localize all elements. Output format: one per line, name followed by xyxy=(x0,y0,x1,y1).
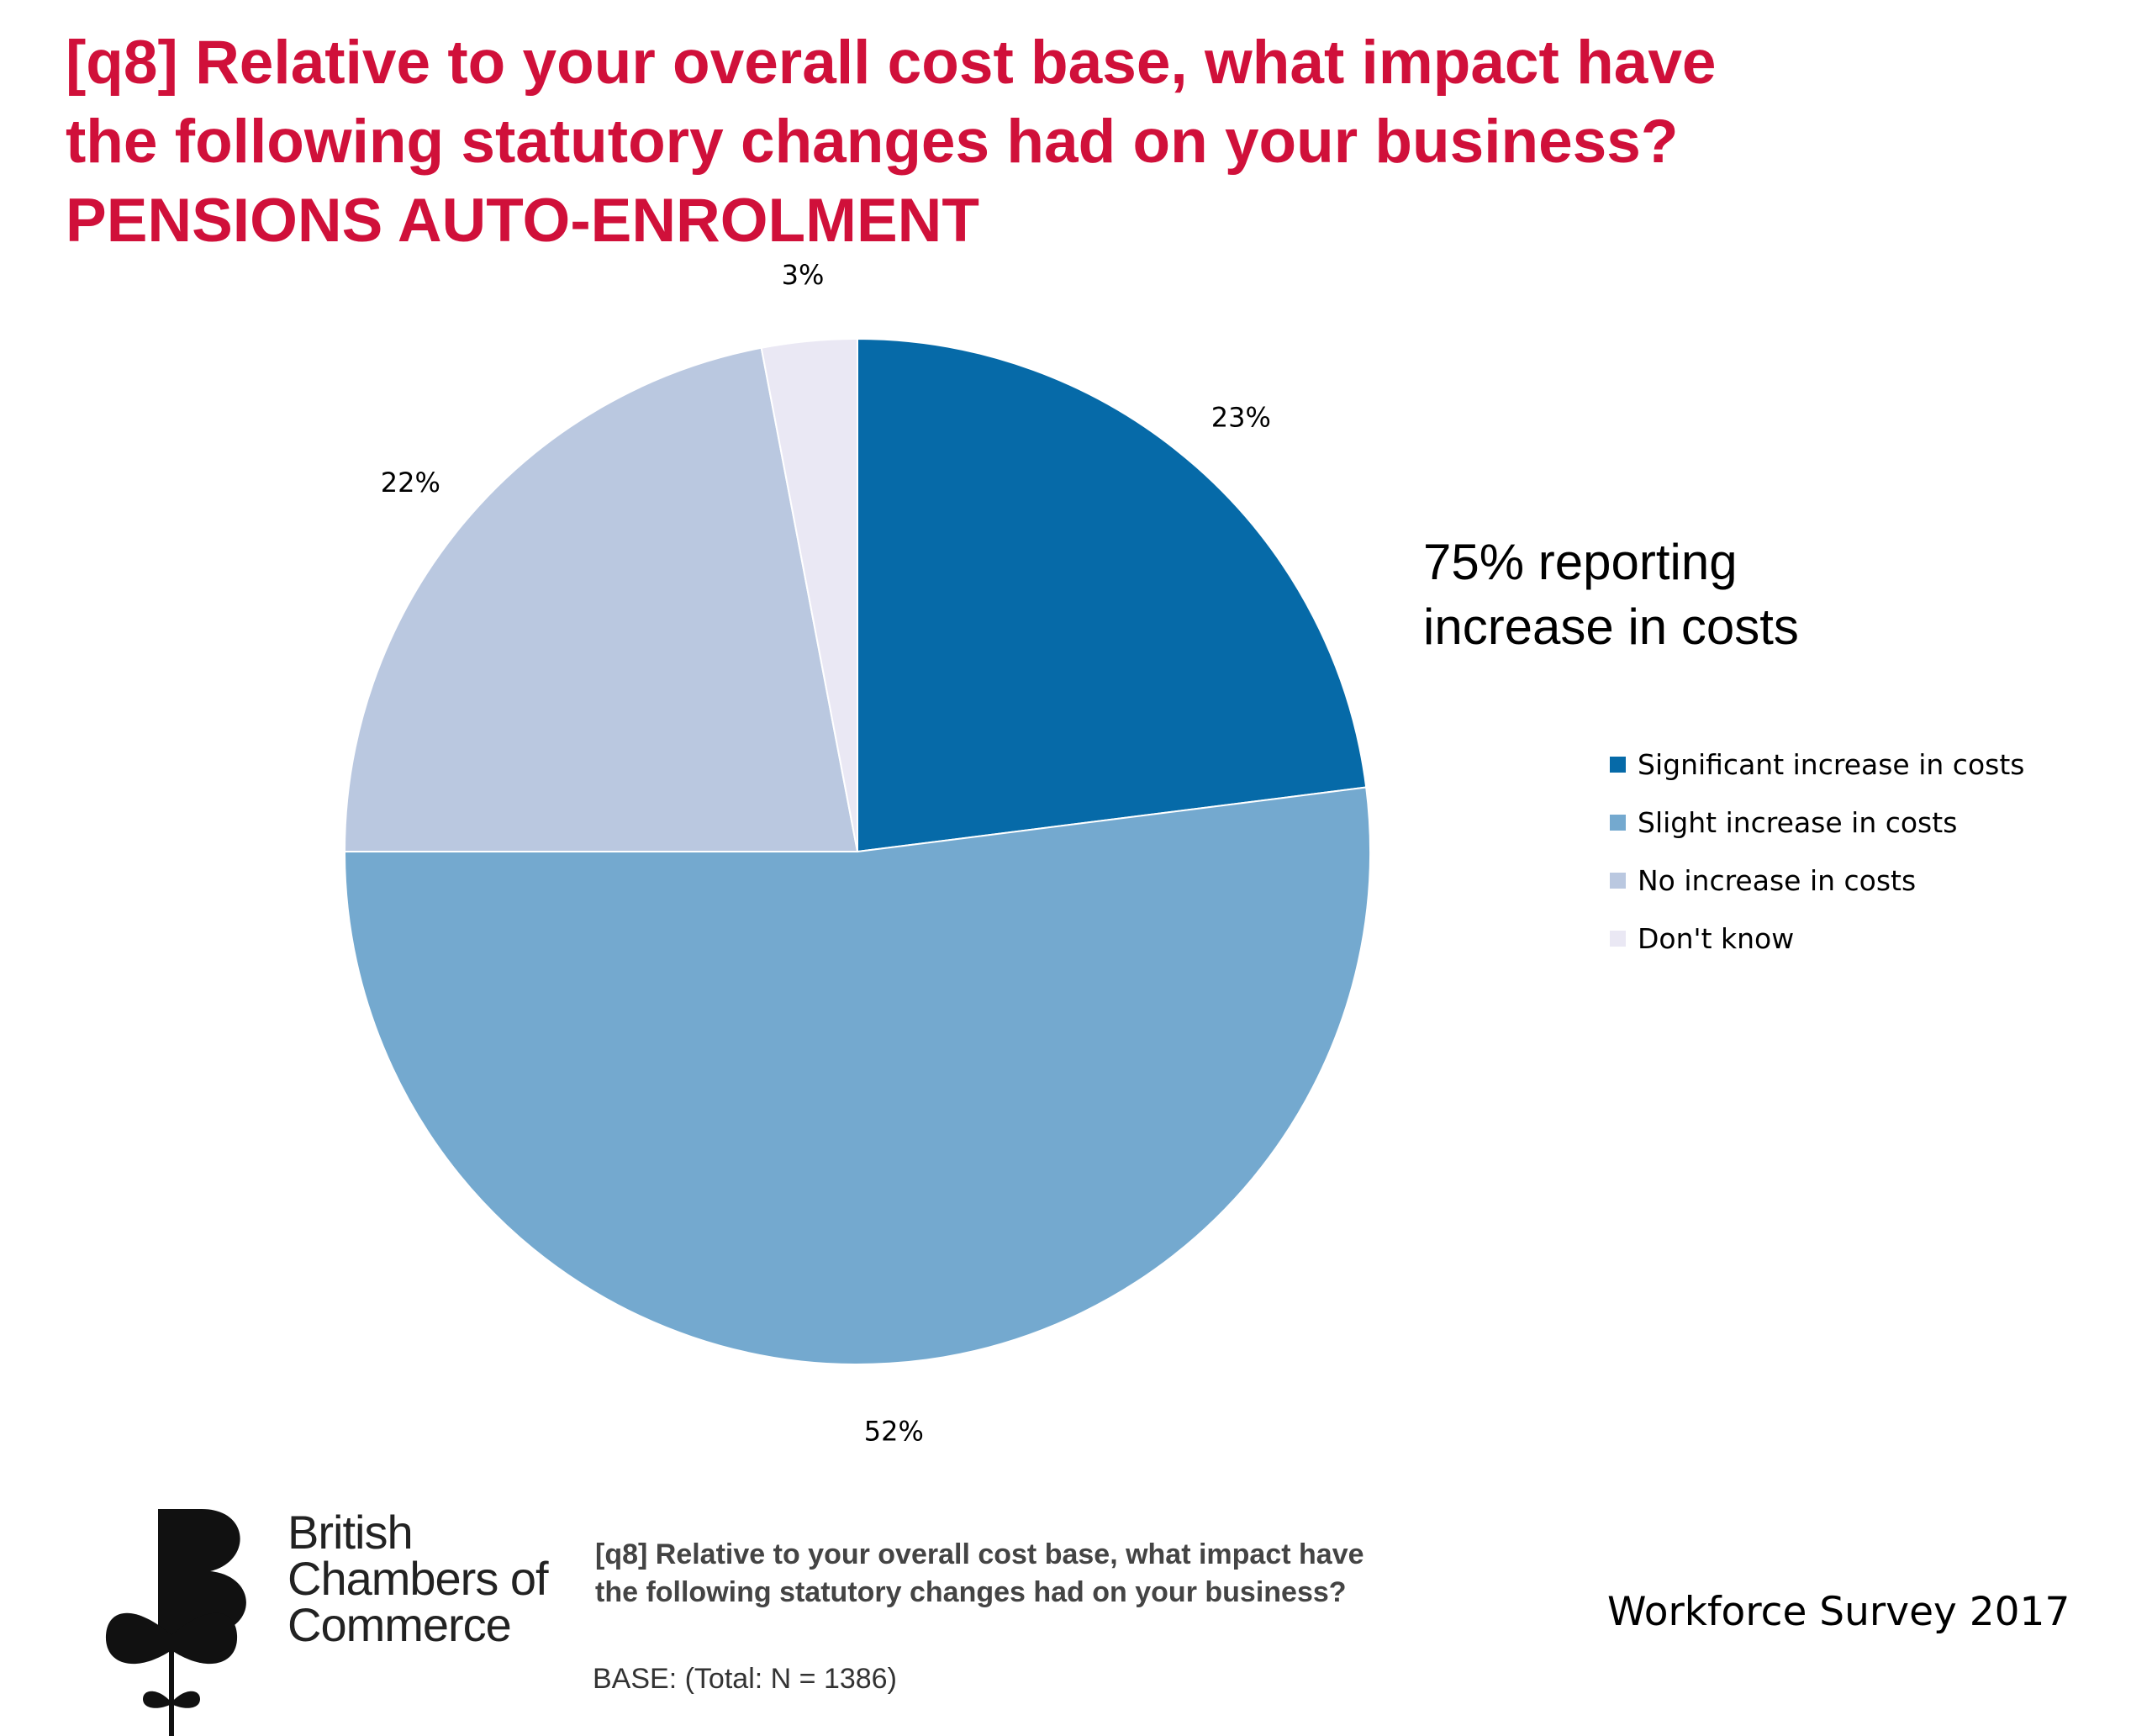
legend-item-slight: Slight increase in costs xyxy=(1610,794,2024,852)
footer-question-line-1: [q8] Relative to your overall cost base,… xyxy=(595,1538,1364,1570)
callout-text: 75% reporting increase in costs xyxy=(1423,530,1799,659)
bcc-logo-icon xyxy=(105,1509,246,1736)
logo-line-3: Commerce xyxy=(287,1598,512,1651)
footer-base: BASE: (Total: N = 1386) xyxy=(593,1663,897,1695)
legend-swatch xyxy=(1610,931,1626,947)
data-label: 23% xyxy=(1211,401,1271,433)
title-line-3: PENSIONS AUTO-ENROLMENT xyxy=(66,187,979,255)
logo-line-1: British xyxy=(287,1506,414,1559)
footer-question: [q8] Relative to your overall cost base,… xyxy=(595,1536,1520,1612)
callout-line-2: increase in costs xyxy=(1423,599,1799,655)
survey-name: Workforce Survey 2017 xyxy=(1607,1589,2070,1635)
legend-item-no-increase: No increase in costs xyxy=(1610,852,2024,910)
bcc-logo: British Chambers of Commerce xyxy=(101,1509,572,1736)
slice-significant xyxy=(857,337,1368,853)
legend-item-dont-know: Don't know xyxy=(1610,910,2024,968)
data-label: 52% xyxy=(864,1416,924,1448)
callout-line-1: 75% reporting xyxy=(1423,534,1738,590)
legend-label: Don't know xyxy=(1638,922,1795,955)
legend-label: Slight increase in costs xyxy=(1638,806,1958,839)
data-label: 3% xyxy=(782,259,825,291)
data-label: 22% xyxy=(381,467,440,499)
bcc-logo-text: British Chambers of Commerce xyxy=(287,1506,549,1651)
legend-label: Significant increase in costs xyxy=(1638,748,2025,781)
legend-swatch xyxy=(1610,873,1626,889)
logo-line-2: Chambers of xyxy=(287,1552,549,1605)
slice-no-increase xyxy=(343,346,859,852)
legend: Significant increase in costs Slight inc… xyxy=(1610,736,2024,968)
legend-label: No increase in costs xyxy=(1638,864,1917,897)
slice-dont-know xyxy=(760,337,858,852)
title-line-1: [q8] Relative to your overall cost base,… xyxy=(66,29,1717,97)
chart-title: [q8] Relative to your overall cost base,… xyxy=(66,24,1999,261)
slice-slight xyxy=(343,786,1371,1365)
footer-question-line-2: the following statutory changes had on y… xyxy=(595,1576,1347,1608)
legend-swatch xyxy=(1610,757,1626,773)
legend-swatch xyxy=(1610,815,1626,831)
title-line-2: the following statutory changes had on y… xyxy=(66,108,1679,176)
legend-item-significant: Significant increase in costs xyxy=(1610,736,2024,794)
